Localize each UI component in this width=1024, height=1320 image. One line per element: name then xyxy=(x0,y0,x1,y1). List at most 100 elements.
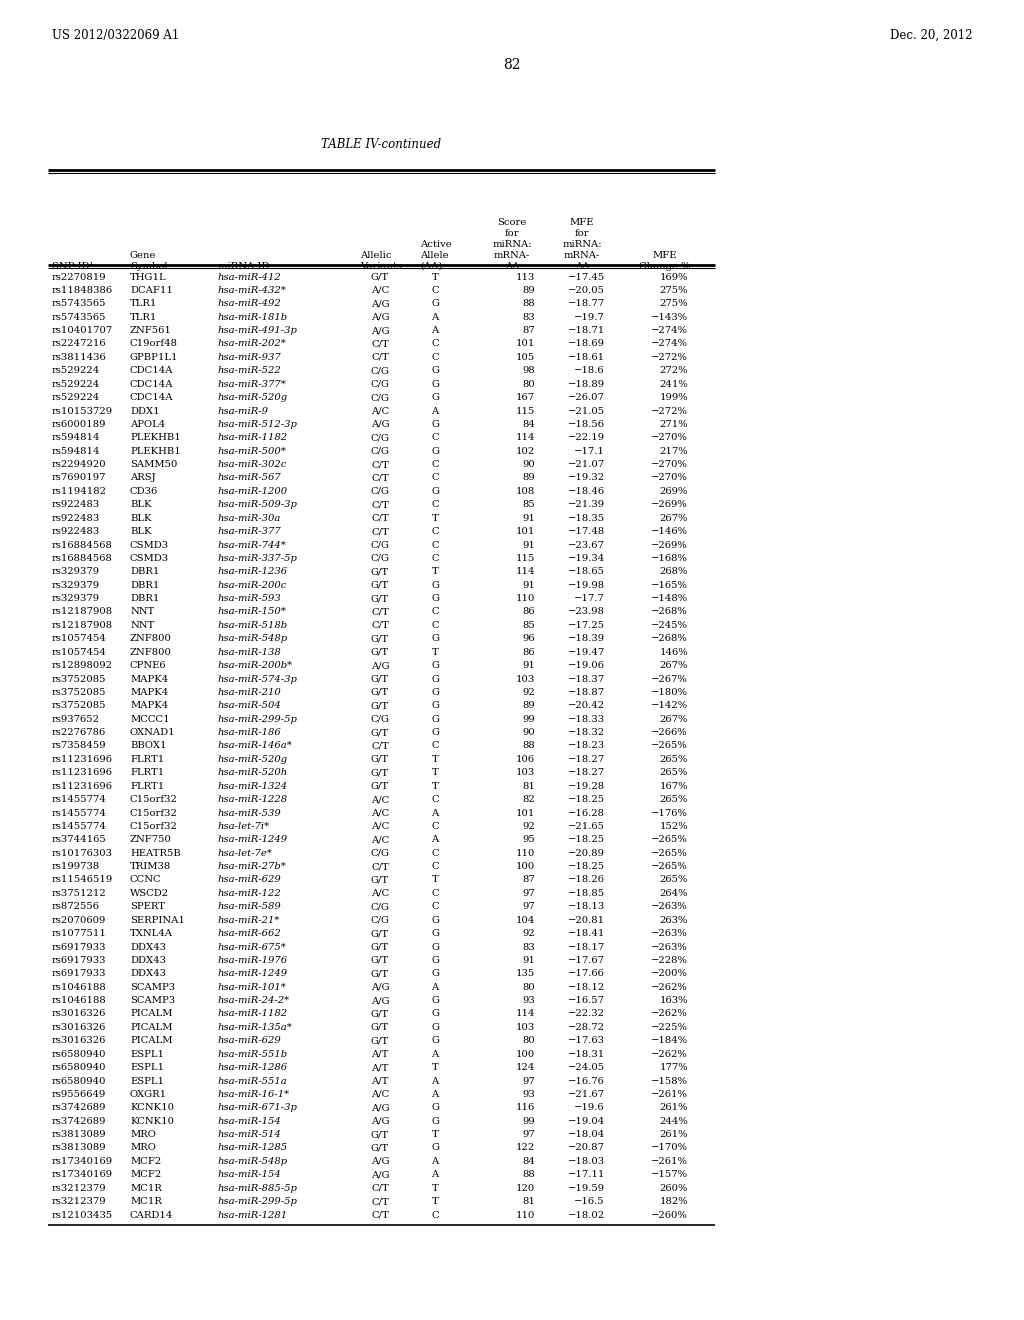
Text: 275%: 275% xyxy=(659,286,688,294)
Text: 93: 93 xyxy=(522,1090,535,1098)
Text: A/G: A/G xyxy=(371,300,389,309)
Text: rs529224: rs529224 xyxy=(52,393,100,403)
Text: A/C: A/C xyxy=(371,836,389,845)
Text: 81: 81 xyxy=(522,1197,535,1206)
Text: 97: 97 xyxy=(522,1077,535,1085)
Text: MAPK4: MAPK4 xyxy=(130,688,168,697)
Text: G: G xyxy=(431,661,439,671)
Text: C/G: C/G xyxy=(371,916,389,925)
Text: −17.66: −17.66 xyxy=(568,969,605,978)
Text: C/T: C/T xyxy=(371,1210,389,1220)
Text: −265%: −265% xyxy=(651,836,688,845)
Text: 98: 98 xyxy=(522,366,535,375)
Text: −16.76: −16.76 xyxy=(568,1077,605,1085)
Text: −18.87: −18.87 xyxy=(568,688,605,697)
Text: −22.19: −22.19 xyxy=(568,433,605,442)
Text: 97: 97 xyxy=(522,1130,535,1139)
Text: rs1455774: rs1455774 xyxy=(52,795,106,804)
Text: 103: 103 xyxy=(516,1023,535,1032)
Text: 272%: 272% xyxy=(659,366,688,375)
Text: G: G xyxy=(431,956,439,965)
Text: −270%: −270% xyxy=(651,461,688,469)
Text: −18.27: −18.27 xyxy=(568,755,605,764)
Text: −18.33: −18.33 xyxy=(568,714,605,723)
Text: Allelic
Variants: Allelic Variants xyxy=(360,251,402,271)
Text: 92: 92 xyxy=(522,822,535,830)
Text: −158%: −158% xyxy=(651,1077,688,1085)
Text: BLK: BLK xyxy=(130,513,152,523)
Text: DBR1: DBR1 xyxy=(130,581,160,590)
Text: G: G xyxy=(431,1036,439,1045)
Text: ESPL1: ESPL1 xyxy=(130,1077,164,1085)
Text: PICALM: PICALM xyxy=(130,1036,172,1045)
Text: G/T: G/T xyxy=(371,594,389,603)
Text: C/G: C/G xyxy=(371,487,389,496)
Text: BLK: BLK xyxy=(130,527,152,536)
Text: 199%: 199% xyxy=(659,393,688,403)
Text: −17.1: −17.1 xyxy=(574,446,605,455)
Text: rs329379: rs329379 xyxy=(52,594,100,603)
Text: −19.28: −19.28 xyxy=(568,781,605,791)
Text: SAMM50: SAMM50 xyxy=(130,461,177,469)
Text: MRO: MRO xyxy=(130,1130,156,1139)
Text: rs922483: rs922483 xyxy=(52,527,100,536)
Text: hsa-miR-520g: hsa-miR-520g xyxy=(218,755,288,764)
Text: FLRT1: FLRT1 xyxy=(130,755,164,764)
Text: −263%: −263% xyxy=(651,942,688,952)
Text: −263%: −263% xyxy=(651,929,688,939)
Text: A: A xyxy=(431,1171,438,1179)
Text: rs3751212: rs3751212 xyxy=(52,888,106,898)
Text: hsa-miR-548p: hsa-miR-548p xyxy=(218,635,288,643)
Text: G/T: G/T xyxy=(371,1036,389,1045)
Text: rs3813089: rs3813089 xyxy=(52,1130,106,1139)
Text: rs329379: rs329379 xyxy=(52,568,100,577)
Text: 182%: 182% xyxy=(659,1197,688,1206)
Text: TLR1: TLR1 xyxy=(130,300,158,309)
Text: A/C: A/C xyxy=(371,888,389,898)
Text: G/T: G/T xyxy=(371,581,389,590)
Text: hsa-miR-492: hsa-miR-492 xyxy=(218,300,282,309)
Text: rs3752085: rs3752085 xyxy=(52,688,106,697)
Text: OXGR1: OXGR1 xyxy=(130,1090,167,1098)
Text: −16.5: −16.5 xyxy=(574,1197,605,1206)
Text: A/T: A/T xyxy=(372,1077,389,1085)
Text: −20.05: −20.05 xyxy=(568,286,605,294)
Text: DDX1: DDX1 xyxy=(130,407,160,416)
Text: C: C xyxy=(431,903,439,911)
Text: CDC14A: CDC14A xyxy=(130,380,173,388)
Text: hsa-miR-432*: hsa-miR-432* xyxy=(218,286,287,294)
Text: A/G: A/G xyxy=(371,661,389,671)
Text: A/C: A/C xyxy=(371,795,389,804)
Text: T: T xyxy=(432,1197,438,1206)
Text: G: G xyxy=(431,420,439,429)
Text: −18.13: −18.13 xyxy=(567,903,605,911)
Text: C: C xyxy=(431,620,439,630)
Text: −19.6: −19.6 xyxy=(574,1104,605,1113)
Text: rs3742689: rs3742689 xyxy=(52,1104,106,1113)
Text: hsa-let-7e*: hsa-let-7e* xyxy=(218,849,272,858)
Text: A/G: A/G xyxy=(371,982,389,991)
Text: 265%: 265% xyxy=(659,875,688,884)
Text: rs10153729: rs10153729 xyxy=(52,407,113,416)
Text: hsa-miR-150*: hsa-miR-150* xyxy=(218,607,287,616)
Text: rs12103435: rs12103435 xyxy=(52,1210,114,1220)
Text: −228%: −228% xyxy=(651,956,688,965)
Text: 89: 89 xyxy=(522,701,535,710)
Text: G: G xyxy=(431,1104,439,1113)
Text: A/G: A/G xyxy=(371,1104,389,1113)
Text: C: C xyxy=(431,795,439,804)
Text: US 2012/0322069 A1: US 2012/0322069 A1 xyxy=(52,29,179,41)
Text: hsa-miR-1324: hsa-miR-1324 xyxy=(218,781,288,791)
Text: −18.27: −18.27 xyxy=(568,768,605,777)
Text: −261%: −261% xyxy=(651,1090,688,1098)
Text: rs3212379: rs3212379 xyxy=(52,1184,106,1193)
Text: rs2294920: rs2294920 xyxy=(52,461,106,469)
Text: 84: 84 xyxy=(522,420,535,429)
Text: 106: 106 xyxy=(516,755,535,764)
Text: −142%: −142% xyxy=(651,701,688,710)
Text: 89: 89 xyxy=(522,286,535,294)
Text: DBR1: DBR1 xyxy=(130,568,160,577)
Text: ESPL1: ESPL1 xyxy=(130,1049,164,1059)
Text: A/G: A/G xyxy=(371,420,389,429)
Text: rs937652: rs937652 xyxy=(52,714,100,723)
